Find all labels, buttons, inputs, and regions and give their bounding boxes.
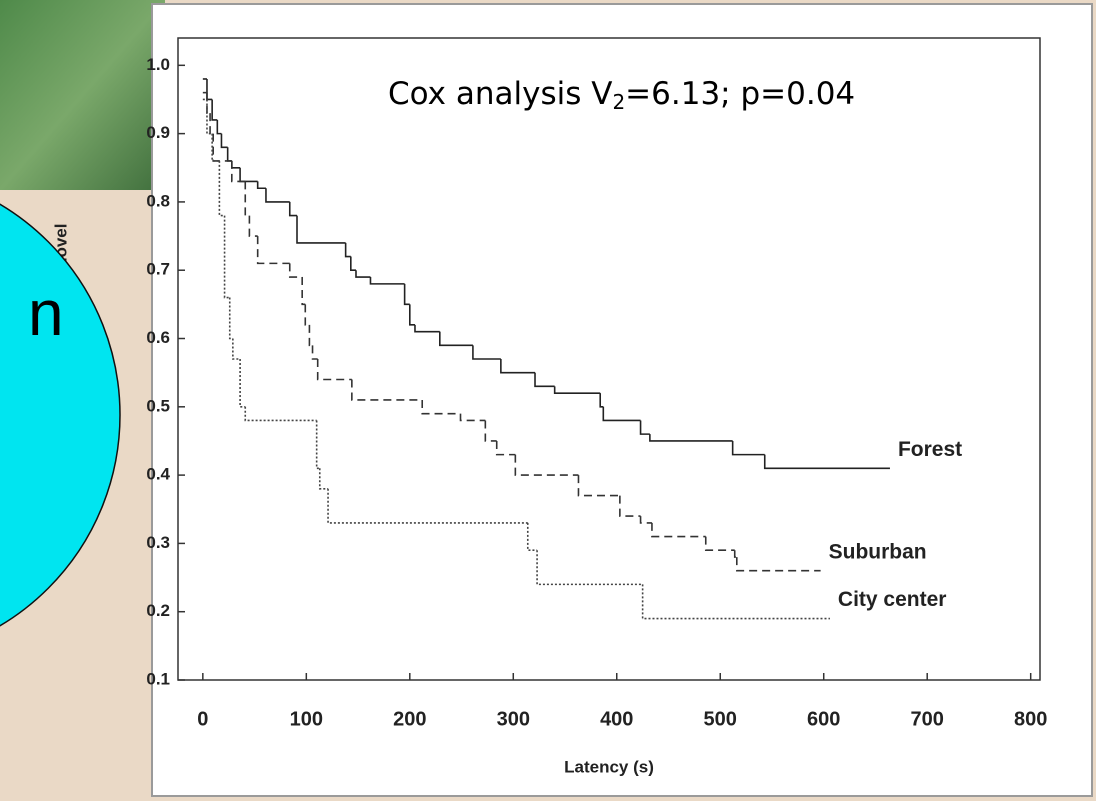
series-label: Suburban [829, 540, 927, 563]
survival-step [231, 160, 246, 183]
survival-step [318, 468, 329, 490]
survival-step [351, 379, 423, 401]
survival-step [344, 242, 351, 258]
series-label: City center [838, 588, 947, 611]
y-tick-label: 0.4 [146, 465, 170, 484]
survival-step [315, 420, 320, 470]
survival-step [577, 475, 620, 497]
x-tick-label: 0 [197, 708, 208, 730]
series-label: Forest [898, 438, 962, 461]
survival-step [602, 406, 641, 422]
survival-step [308, 324, 313, 347]
x-tick-label: 600 [807, 708, 840, 730]
x-tick-label: 400 [600, 708, 633, 730]
survival-step [220, 133, 228, 149]
survival-step [355, 270, 371, 278]
survival-step [265, 188, 290, 203]
survival-step [288, 201, 298, 217]
survival-step [256, 236, 290, 265]
y-tick-label: 0.1 [146, 669, 170, 688]
survival-step [731, 440, 765, 456]
survival-step [244, 406, 317, 422]
chart: 0.1 0.2 0.3 0.4 0.5 0.6 0.7 0.8 0.9 1.0 0 100 200 300… [51, 37, 1047, 776]
survival-step [414, 324, 440, 333]
survival-step [735, 557, 821, 572]
survival-step [534, 372, 555, 388]
survival-step [211, 99, 218, 121]
survival-step [619, 495, 641, 517]
survival-step [316, 359, 352, 381]
survival-step [350, 256, 356, 272]
survival-step [651, 522, 706, 538]
survival-step [649, 434, 733, 442]
survival-step [484, 420, 497, 442]
survival-step [301, 277, 306, 306]
y-tick-label: 0.3 [146, 533, 170, 552]
survival-step [211, 133, 220, 162]
survival-step [733, 550, 737, 558]
x-tick-label: 200 [393, 708, 426, 730]
survival-step [704, 536, 735, 552]
callout-text: n [28, 277, 64, 349]
survival-step [639, 420, 650, 435]
survival-step [472, 345, 501, 360]
survival-step [311, 345, 318, 360]
survival-step [514, 454, 579, 476]
survival-step [639, 516, 652, 524]
survival-step [256, 181, 266, 190]
survival-step [304, 304, 310, 326]
x-tick-label: 500 [704, 708, 737, 730]
survival-step [500, 359, 536, 374]
annotation-subscript: 2 [612, 90, 625, 114]
chart-panel [151, 3, 1093, 797]
survival-step [553, 386, 601, 394]
annotation-text: Cox analysis V [388, 76, 612, 112]
callout-circle [0, 203, 121, 627]
survival-step [599, 393, 604, 408]
survival-step [459, 413, 486, 422]
survival-step [369, 277, 405, 285]
y-tick-label: 1.0 [146, 55, 170, 74]
y-tick-label: 0.6 [146, 328, 170, 347]
survival-step [536, 550, 643, 586]
survival-step [408, 304, 415, 326]
survival-step [763, 454, 890, 470]
y-tick-label: 0.9 [146, 123, 170, 142]
x-axis-label: Latency (s) [564, 757, 654, 776]
survival-step [439, 331, 473, 347]
survival-step [495, 440, 516, 456]
annotation-tail: =6.13; p=0.04 [625, 76, 855, 112]
survival-step [403, 283, 410, 306]
plot-frame [177, 37, 1041, 681]
y-tick-label: 0.7 [146, 260, 170, 279]
annotation: Cox analysis V2=6.13; p=0.04 [388, 76, 855, 114]
survival-step [288, 263, 303, 278]
survival-step [526, 522, 538, 552]
x-tick-label: 800 [1014, 708, 1047, 730]
survival-step [223, 215, 230, 299]
survival-step [206, 99, 213, 135]
x-tick-label: 100 [290, 708, 323, 730]
survival-step [228, 297, 233, 340]
survival-step [232, 338, 241, 360]
y-tick-label: 0.2 [146, 601, 170, 620]
x-tick-label: 700 [911, 708, 944, 730]
x-tick-label: 300 [497, 708, 530, 730]
survival-step [421, 399, 461, 415]
background-photo [0, 0, 165, 190]
survival-step [216, 119, 222, 135]
y-tick-label: 0.8 [146, 191, 170, 210]
y-tick-label: 0.5 [146, 396, 170, 415]
survival-step [248, 215, 258, 237]
survival-step [296, 215, 346, 244]
